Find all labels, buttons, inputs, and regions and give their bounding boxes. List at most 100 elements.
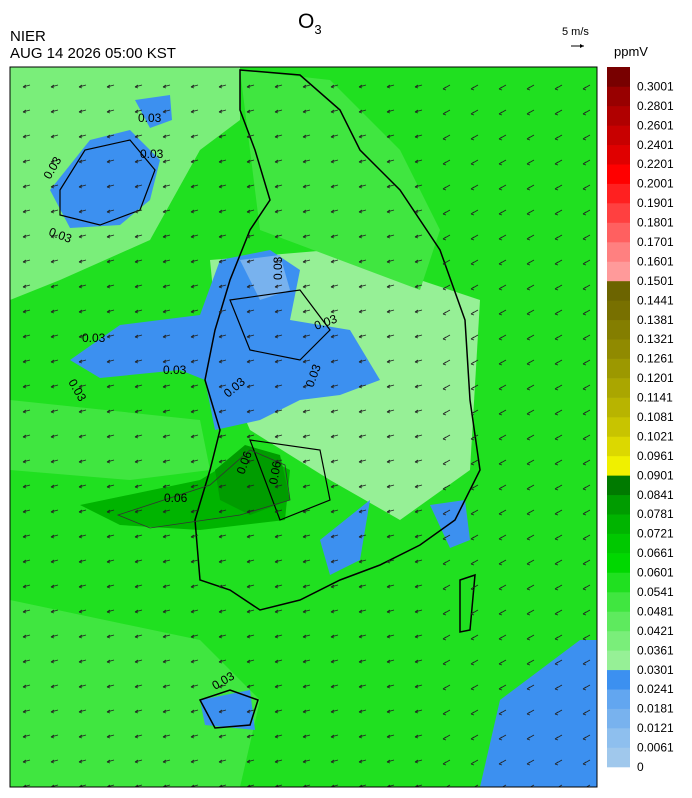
wind-arrow	[218, 109, 227, 114]
wind-arrow	[358, 284, 367, 289]
colorbar-label: 0.0841	[637, 488, 674, 502]
wind-arrow	[526, 409, 535, 416]
wind-arrow	[246, 209, 255, 214]
colorbar-label: 0.1321	[637, 332, 674, 346]
wind-arrow	[246, 234, 255, 239]
wind-arrow	[162, 159, 171, 164]
wind-arrow	[470, 734, 479, 741]
wind-arrow	[50, 584, 59, 589]
wind-arrow	[442, 159, 451, 166]
wind-arrow	[274, 84, 283, 89]
wind-arrow	[414, 384, 423, 389]
wind-arrow	[414, 509, 423, 514]
wind-arrow	[218, 284, 227, 289]
wind-arrow	[386, 509, 395, 514]
wind-arrow	[246, 584, 255, 589]
wind-arrow	[358, 534, 367, 539]
wind-arrow	[78, 484, 87, 489]
wind-arrow	[302, 109, 311, 114]
wind-arrow	[358, 759, 367, 764]
wind-arrow	[246, 109, 255, 114]
wind-arrow	[498, 734, 507, 741]
colorbar-bin	[607, 105, 630, 126]
wind-arrow	[162, 559, 171, 564]
wind-arrow	[442, 109, 451, 116]
wind-arrow	[218, 184, 227, 189]
wind-arrow	[554, 259, 563, 266]
wind-arrow	[386, 159, 395, 164]
colorbar-bin	[607, 397, 630, 418]
wind-arrow	[526, 459, 535, 466]
wind-arrow	[330, 184, 339, 189]
colorbar-bin	[607, 514, 630, 534]
wind-arrow	[554, 759, 563, 766]
wind-arrow	[274, 259, 283, 264]
colorbar-bin	[607, 378, 630, 398]
wind-arrow	[274, 334, 283, 339]
wind-arrow	[190, 384, 199, 389]
wind-arrow	[498, 409, 507, 416]
wind-arrow	[162, 309, 171, 314]
wind-arrow	[162, 234, 171, 239]
wind-arrow	[330, 209, 339, 214]
agency: NIER	[10, 28, 46, 45]
wind-arrow	[330, 659, 339, 664]
wind-arrow	[526, 209, 535, 216]
wind-arrow	[246, 359, 255, 364]
wind-arrow	[302, 659, 311, 664]
wind-arrow	[414, 659, 423, 664]
wind-arrow	[246, 509, 255, 514]
wind-arrow	[274, 234, 283, 239]
wind-arrow	[218, 734, 227, 739]
wind-arrow	[470, 659, 479, 666]
wind-arrow	[190, 309, 199, 314]
wind-arrow	[386, 309, 395, 314]
wind-arrow	[22, 134, 31, 139]
wind-arrow	[274, 159, 283, 164]
wind-arrow	[498, 184, 507, 191]
wind-arrow	[526, 309, 535, 316]
wind-arrow	[246, 609, 255, 614]
wind-arrow	[442, 709, 451, 716]
wind-arrow	[78, 509, 87, 514]
wind-arrow	[414, 634, 423, 639]
wind-arrow	[526, 559, 535, 566]
wind-arrow	[274, 484, 283, 489]
wind-arrow	[190, 359, 199, 364]
wind-arrow	[22, 659, 31, 664]
colorbar-label: 0.0061	[637, 741, 674, 755]
wind-arrow	[218, 159, 227, 164]
wind-arrow	[246, 634, 255, 639]
wind-arrow	[274, 559, 283, 564]
wind-arrow	[22, 334, 31, 339]
wind-arrow	[22, 259, 31, 264]
wind-arrow	[106, 559, 115, 564]
wind-arrow	[498, 484, 507, 491]
wind-arrow	[386, 134, 395, 139]
colorbar-label: 0.0721	[637, 527, 674, 541]
wind-arrow	[526, 284, 535, 291]
wind-arrow	[442, 459, 451, 466]
wind-arrow	[498, 234, 507, 241]
colorbar-label: 0.0361	[637, 643, 674, 657]
wind-arrow	[106, 184, 115, 189]
colorbar-bin	[607, 611, 630, 632]
wind-arrow	[162, 359, 171, 364]
wind-arrow	[246, 434, 255, 439]
wind-arrow	[442, 134, 451, 141]
wind-arrow	[190, 209, 199, 214]
wind-arrow	[218, 759, 227, 764]
wind-arrow	[470, 209, 479, 216]
wind-arrow	[470, 684, 479, 691]
wind-arrow	[190, 759, 199, 764]
wind-arrow	[134, 759, 143, 764]
wind-arrow	[246, 159, 255, 164]
wind-arrow	[358, 84, 367, 89]
wind-arrow	[442, 84, 451, 91]
wind-arrow	[442, 334, 451, 341]
colorbar-bin	[607, 436, 630, 457]
wind-arrow	[414, 84, 423, 89]
title: O3	[298, 10, 322, 37]
wind-arrow	[134, 634, 143, 639]
colorbar-bin	[607, 669, 630, 690]
